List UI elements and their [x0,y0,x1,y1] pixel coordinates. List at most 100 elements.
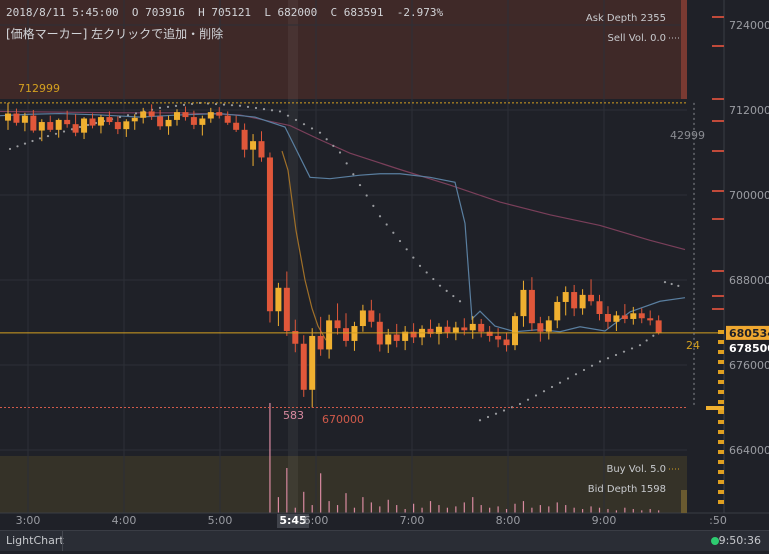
candle-body [343,328,349,341]
sar-dot [31,139,34,143]
ma-purple-line [0,110,686,251]
candle-body [385,334,392,345]
sar-dot [38,137,42,140]
sar-dot [677,284,680,288]
sar-dot [645,339,648,342]
candle-body [266,157,273,312]
ohlc-header: 2018/8/11 5:45:00 O 703916 H 705121 L 68… [6,6,443,19]
candle-body [613,315,620,322]
ask-depth-label: Ask Depth 2355 [586,13,666,24]
candle-body [512,316,518,346]
candle-body [216,112,223,116]
header-high: H 705121 [198,6,252,19]
bid-book-tick [718,500,724,504]
sar-dot [318,131,322,134]
x-tick-label: 9:00 [592,514,617,527]
low-marker-label: 670000 [322,413,364,426]
sar-dot [278,110,282,113]
candle-body [241,129,248,150]
bid-book-tick [718,440,724,444]
sar-dot [118,115,122,119]
sar-dot [425,271,428,274]
sar-dot [286,114,290,117]
candle-body [621,315,628,319]
bid-book-tick [718,390,724,394]
sar-dot [438,284,442,287]
sar-dot [126,114,130,117]
sar-dot [452,294,455,298]
candle-body [275,287,282,312]
last-price-box [726,325,769,340]
bid-book-tick [718,360,724,364]
header-close: C 683591 [330,6,384,19]
bid-book-tick [718,370,724,374]
sar-dot [486,415,490,419]
candle-body [393,334,400,341]
candle-body [157,116,164,127]
ask-book-tick [712,45,724,47]
candle-body [97,117,104,126]
candle-body [55,119,62,130]
sar-dot [574,373,578,376]
sar-dot [378,215,382,218]
sar-dot [412,256,415,259]
sar-dot [294,118,298,122]
header-change: -2.973% [396,6,444,19]
sar-dot [310,127,314,130]
sar-dot [54,132,58,135]
ask-book-tick [712,120,724,122]
bid-book-tick [718,410,724,414]
sar-dot [392,231,395,234]
candle-body [444,326,451,333]
sar-dot [222,103,226,106]
candle-body [351,326,358,341]
sar-dot [325,138,328,141]
sar-dot [134,112,138,115]
candle-body [233,122,240,130]
sar-dot [62,130,66,133]
count-label: 24 [686,339,700,352]
candle-body [292,331,299,344]
candle-body [250,141,257,150]
candle-body [199,118,206,125]
sar-dot [598,360,602,363]
candle-body [410,331,417,338]
high-marker-label: 712999 [18,82,60,95]
sar-dot [534,394,538,397]
clock-label: 9:50:36 [718,534,761,547]
footer-bar: LightChart 9:50:36 [0,530,769,551]
sar-dot [23,142,27,145]
x-tick-label: 6:00 [304,514,329,527]
sar-dot [385,223,388,226]
candle-body [258,141,265,158]
candle-body [545,320,552,332]
candle-body [537,323,544,332]
candle-body [30,115,37,131]
ma-orange-line [281,150,327,341]
crosshair-column [288,0,298,513]
y-tick-label: 688000 [729,274,769,287]
sar-dot [214,102,218,106]
x-tick-label: 8:00 [496,514,521,527]
indicator-lines [0,101,686,422]
ask-depth-area [0,0,687,99]
sar-dot [526,398,530,401]
sar-dot [582,368,586,372]
bid-depth-area [0,456,687,513]
candle-body [81,118,88,133]
x-tick-label: 5:00 [208,514,233,527]
sar-dot [670,282,673,286]
candle-body [89,118,96,126]
footer-divider [62,531,63,551]
range-diff-label: 42999 [670,129,705,142]
sar-dot [302,123,306,126]
candle-body [469,323,476,331]
sar-dot [70,128,74,131]
sar-dot [652,334,655,337]
sar-dot [332,144,335,147]
bid-book-tick [718,470,724,474]
sar-dot [518,402,522,406]
candles [5,102,662,408]
